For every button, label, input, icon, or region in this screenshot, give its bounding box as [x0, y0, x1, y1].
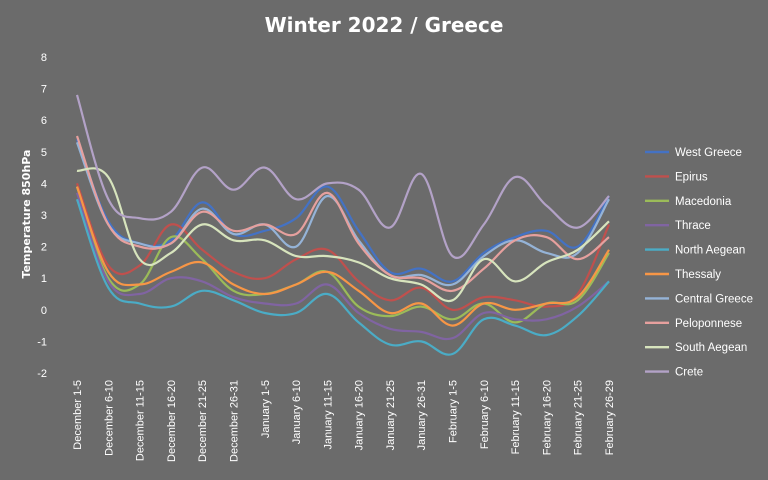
- y-tick-label: 2: [41, 242, 47, 254]
- x-tick-label: January 26-31: [416, 380, 428, 450]
- y-tick-label: 4: [41, 178, 47, 190]
- legend: West Greece Epirus Macedonia Thrace North Ae…: [645, 147, 753, 379]
- y-tick-label: 7: [41, 84, 47, 96]
- legend-label-peloponnese: Peloponnese: [675, 318, 742, 330]
- y-axis-label: Temperature 850hPa: [20, 150, 33, 279]
- x-tick-label: December 26-31: [228, 380, 240, 462]
- series-line-macedonia: [75, 186, 610, 324]
- legend-label-central-greece: Central Greece: [675, 293, 753, 305]
- x-tick-label: December 21-25: [197, 380, 209, 462]
- series-line-thrace: [75, 192, 610, 341]
- x-tick-label: February 21-25: [573, 380, 585, 455]
- x-tick-label: December 11-15: [135, 380, 147, 461]
- y-tick-label: 5: [41, 147, 47, 159]
- x-tick-label: February 6-10: [479, 380, 491, 449]
- y-tick-label: -2: [37, 368, 47, 380]
- x-tick-label: January 6-10: [291, 380, 303, 444]
- series-lines: [75, 94, 611, 356]
- x-tick-label: February 11-15: [510, 380, 522, 454]
- x-tick-label: February 16-20: [541, 380, 553, 455]
- x-tick-label: January 1-5: [260, 380, 272, 438]
- series-line-thessaly: [75, 186, 610, 327]
- series-line-crete: [75, 94, 610, 260]
- x-tick-label: January 11-15: [322, 380, 334, 450]
- series-line-epirus: [75, 183, 611, 311]
- legend-label-macedonia: Macedonia: [675, 196, 732, 208]
- legend-label-crete: Crete: [675, 367, 703, 379]
- x-tick-label: December 16-20: [166, 380, 178, 462]
- legend-label-thrace: Thrace: [675, 220, 711, 232]
- y-tick-label: 3: [41, 210, 47, 222]
- chart-title: Winter 2022 / Greece: [265, 13, 504, 37]
- series-line-north-aegean: [75, 198, 610, 356]
- y-tick-label: 0: [41, 305, 47, 317]
- legend-label-thessaly: Thessaly: [675, 269, 721, 281]
- series-line-south-aegean: [76, 167, 610, 303]
- series-line-west-greece: [75, 138, 610, 283]
- x-tick-label: February 26-29: [604, 380, 616, 455]
- y-tick-label: 1: [41, 273, 47, 285]
- y-tick-label: 6: [41, 115, 47, 127]
- y-tick-label: 8: [41, 52, 47, 64]
- x-tick-label: February 1-5: [448, 380, 460, 443]
- x-tick-label: December 1-5: [72, 380, 84, 450]
- legend-label-west-greece: West Greece: [675, 147, 742, 159]
- series-line-peloponnese: [75, 135, 610, 292]
- legend-label-epirus: Epirus: [675, 171, 708, 183]
- x-tick-label: January 16-20: [354, 380, 366, 450]
- x-tick-label: December 6-10: [103, 380, 115, 456]
- x-tick-label: January 21-25: [385, 380, 397, 450]
- y-tick-labels: -2 -1 0 1 2 3 4 5 6 7 8: [37, 52, 47, 380]
- x-tick-labels: December 1-5 December 6-10 December 11-15 D…: [72, 380, 616, 462]
- legend-label-north-aegean: North Aegean: [675, 245, 745, 257]
- legend-label-south-aegean: South Aegean: [675, 342, 747, 354]
- y-tick-label: -1: [37, 336, 47, 348]
